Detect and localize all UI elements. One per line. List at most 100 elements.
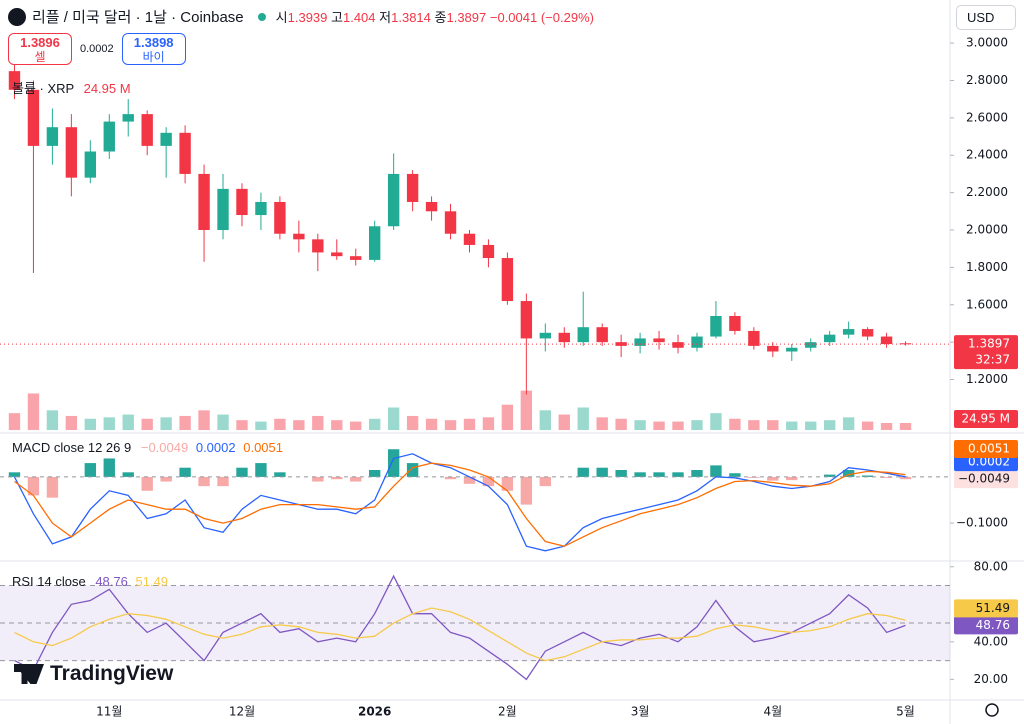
price-tag-label: 0.0002: [968, 455, 1010, 469]
change: −0.0041 (−0.29%): [489, 10, 594, 25]
x-tick-label: 12월: [229, 705, 255, 719]
countdown: 32:37: [975, 353, 1010, 367]
histogram-bar: [198, 476, 210, 487]
trade-buttons: 1.3896 셀 0.0002 1.3898 바이: [8, 33, 186, 65]
price-tag: [954, 599, 1018, 618]
candle-body: [122, 114, 134, 122]
y-tick-label: 2.0000: [966, 223, 1008, 237]
price-tag: [954, 616, 1018, 635]
candle-body: [767, 345, 779, 352]
histogram-bar: [103, 458, 115, 477]
logo[interactable]: TradingView: [14, 662, 173, 686]
histogram-bar: [786, 476, 798, 481]
volume-bar: [425, 418, 438, 430]
histogram-bar: [482, 476, 495, 487]
volume-bar: [653, 421, 665, 430]
volume-bar: [634, 420, 646, 430]
histogram-bar: [520, 476, 533, 505]
volume-bar: [824, 420, 836, 430]
candle-body: [46, 127, 59, 146]
logo-mark: [14, 664, 44, 684]
volume-bar: [369, 418, 381, 430]
price-tag-label: 0.0051: [968, 442, 1010, 456]
volume-bar: [729, 418, 741, 430]
candle-body: [691, 336, 703, 348]
candle-body: [880, 336, 893, 345]
price-tag-label: 48.76: [976, 618, 1010, 632]
y-tick-label: 20.00: [974, 672, 1008, 686]
volume-bar: [558, 414, 570, 430]
volume-bar: [691, 420, 703, 430]
legend-title: RSI 14 close: [12, 574, 86, 589]
candle-body: [331, 252, 343, 257]
candle-body: [805, 342, 817, 348]
histogram-bar: [274, 472, 286, 477]
candle-body: [710, 315, 722, 337]
ohlc-value: 1.3939: [287, 10, 328, 25]
legend-value: 0.0051: [243, 440, 283, 455]
y-tick-label: 40.00: [974, 634, 1008, 648]
volume-bar: [236, 420, 248, 430]
volume-bar: [331, 420, 343, 430]
volume-bar: [596, 417, 608, 430]
symbol-title[interactable]: 리플 / 미국 달러 · 1날 · Coinbase: [32, 9, 244, 26]
currency-select[interactable]: USD: [956, 5, 1016, 30]
volume-bar: [8, 413, 21, 430]
histogram-bar: [179, 467, 191, 477]
candle-body: [217, 188, 229, 230]
candle-body: [482, 244, 495, 259]
price-tag: [954, 409, 1018, 428]
buy-label: 바이: [142, 50, 165, 64]
y-tick-label: 2.4000: [966, 148, 1008, 162]
price-tag: [954, 470, 1018, 489]
histogram-bar: [691, 470, 703, 477]
candle-body: [539, 332, 551, 339]
legend-title: MACD close 12 26 9: [12, 440, 132, 455]
volume-bar: [103, 417, 115, 430]
buy-price: 1.3898: [133, 35, 174, 50]
histogram-bar: [122, 472, 134, 477]
legend-value: 0.0002: [195, 440, 236, 455]
indicator-line: [14, 607, 906, 662]
candle-body: [899, 343, 912, 345]
legend-title: 볼륨 · XRP: [12, 81, 74, 96]
volume-bar: [160, 417, 172, 430]
volume-bar: [350, 421, 362, 430]
volume-bar: [501, 404, 514, 430]
buy-button[interactable]: 1.3898 바이: [121, 33, 186, 65]
histogram-bar: [312, 476, 324, 482]
price-tag: [954, 440, 1018, 458]
histogram-bar: [84, 463, 96, 477]
market-status: [257, 12, 266, 21]
volume-bar: [274, 418, 286, 430]
volume-bar: [786, 421, 798, 430]
volume-bar: [65, 415, 78, 430]
y-tick-label: 1.8000: [966, 260, 1008, 274]
volume-bar: [710, 413, 722, 430]
histogram-bar: [160, 476, 172, 482]
histogram-bar: [615, 470, 627, 477]
volume-bar: [805, 421, 817, 430]
candle-body: [84, 151, 96, 178]
sell-button[interactable]: 1.3896 셀: [8, 33, 72, 65]
settings-icon[interactable]: [985, 703, 999, 717]
volume-bar: [122, 414, 134, 430]
histogram-bar: [861, 475, 874, 477]
coin-icon: [8, 7, 26, 26]
x-tick-label: 4월: [763, 705, 782, 719]
candle-body: [520, 301, 533, 339]
candle-body: [236, 188, 248, 216]
candle-body: [141, 114, 153, 146]
volume-bar: [217, 414, 229, 430]
histogram-bar: [842, 470, 855, 477]
legend-value: 51.49: [135, 574, 169, 589]
legend-value: −0.0049: [140, 440, 189, 455]
y-tick-label: 1.2000: [966, 372, 1008, 386]
volume-bar: [861, 421, 874, 430]
histogram-bar: [824, 474, 836, 477]
volume-bar: [482, 417, 495, 430]
volume-bar: [842, 417, 855, 430]
histogram-bar: [406, 463, 419, 477]
histogram-bar: [634, 472, 646, 477]
